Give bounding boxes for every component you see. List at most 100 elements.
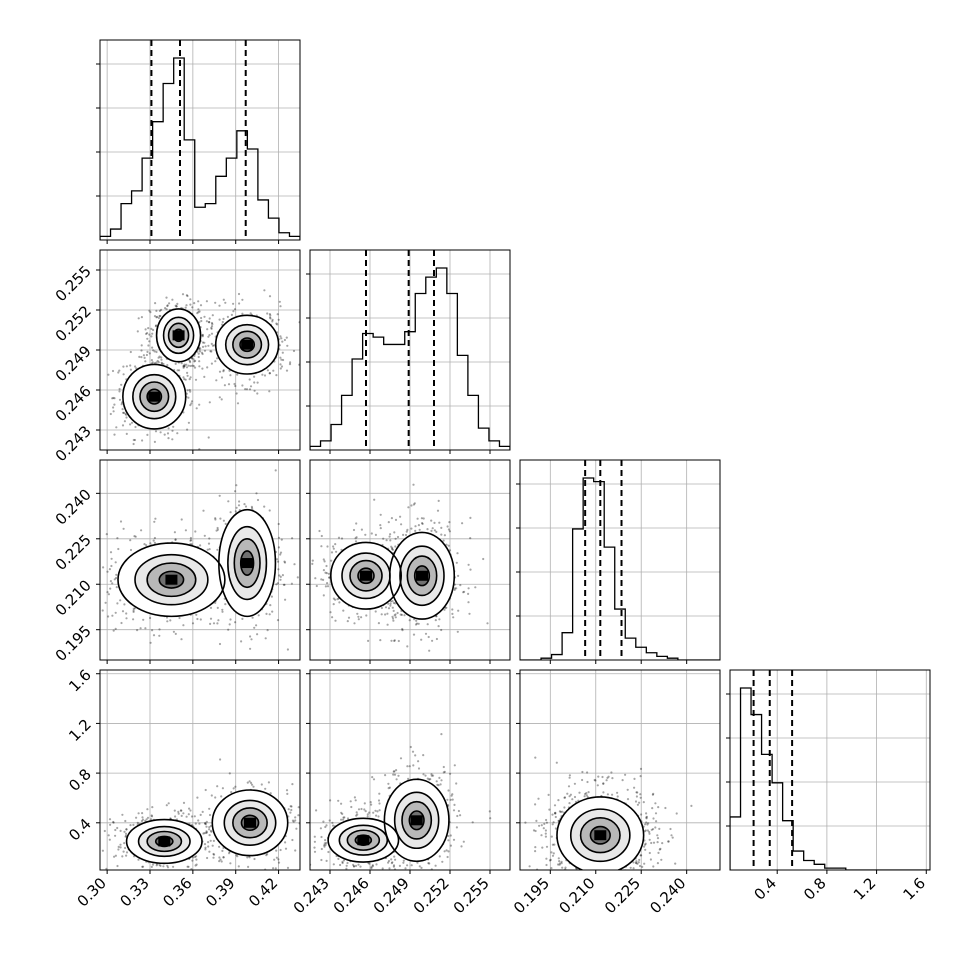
scatter-point <box>222 317 225 320</box>
scatter-point <box>129 539 132 542</box>
density-contour <box>240 814 260 832</box>
scatter-point <box>234 785 237 788</box>
scatter-point <box>324 843 327 847</box>
scatter-point <box>455 561 458 564</box>
scatter-point <box>276 313 279 316</box>
scatter-point <box>217 619 220 622</box>
scatter-point <box>80 606 82 608</box>
scatter-point <box>269 792 272 795</box>
scatter-point <box>280 337 283 340</box>
scatter-point <box>132 610 135 614</box>
scatter-point <box>452 616 455 619</box>
scatter-point <box>112 821 115 824</box>
scatter-point <box>357 863 360 866</box>
scatter-point <box>276 582 279 585</box>
scatter-point <box>268 613 271 616</box>
scatter-point <box>210 362 213 365</box>
scatter-point <box>205 831 208 834</box>
scatter-point <box>243 503 246 506</box>
scatter-point <box>114 611 117 614</box>
scatter-point <box>140 344 143 347</box>
scatter-point <box>212 853 216 856</box>
scatter-point <box>390 517 393 520</box>
density-contour <box>162 316 195 355</box>
scatter-point <box>199 544 202 547</box>
scatter-point <box>200 351 204 354</box>
scatter-point <box>393 531 396 534</box>
scatter-point <box>150 814 153 817</box>
scatter-point <box>185 363 188 366</box>
scatter-point <box>340 537 344 540</box>
scatter-point <box>121 424 125 427</box>
scatter-point <box>205 300 208 303</box>
scatter-point <box>406 864 409 867</box>
scatter-point <box>133 535 136 538</box>
scatter-point <box>375 814 378 817</box>
scatter-point <box>246 856 249 859</box>
scatter-point <box>143 356 146 359</box>
scatter-point <box>136 821 139 824</box>
scatter-point <box>237 504 241 507</box>
scatter-point <box>279 553 282 556</box>
scatter-point <box>364 810 367 813</box>
scatter-point <box>449 772 452 775</box>
scatter-point <box>226 315 229 318</box>
scatter-point <box>116 864 119 868</box>
scatter-point <box>208 813 212 817</box>
scatter-point <box>332 824 335 827</box>
scatter-point <box>253 626 256 629</box>
scatter-panel-3-0: 0.30 0.33 0.36 0.39 0.420.40.81.21.6 <box>65 666 301 910</box>
scatter-point <box>150 335 153 338</box>
scatter-point <box>323 845 326 848</box>
scatter-point <box>180 638 183 641</box>
scatter-point <box>240 640 243 643</box>
scatter-point <box>133 438 137 442</box>
scatter-point <box>194 864 197 867</box>
scatter-point <box>387 521 390 524</box>
scatter-point <box>123 420 126 423</box>
density-contour <box>122 363 187 430</box>
scatter-point <box>115 426 118 429</box>
scatter-point <box>122 850 125 853</box>
scatter-point <box>279 367 282 370</box>
scatter-point <box>222 369 225 372</box>
scatter-point <box>154 517 157 520</box>
scatter-point <box>276 560 280 563</box>
scatter-point <box>173 531 176 534</box>
scatter-point <box>194 822 197 825</box>
scatter-point <box>320 545 323 548</box>
scatter-point <box>426 623 429 626</box>
scatter-point <box>134 425 137 429</box>
scatter-point <box>447 789 450 792</box>
scatter-point <box>204 822 207 825</box>
scatter-point <box>390 862 393 865</box>
scatter-point <box>203 832 206 835</box>
scatter-point <box>457 609 460 612</box>
scatter-point <box>114 561 117 564</box>
scatter-point <box>153 440 156 443</box>
scatter-point <box>233 382 236 386</box>
scatter-point <box>389 539 392 542</box>
scatter-point <box>391 606 394 609</box>
scatter-point <box>176 432 179 435</box>
scatter-point <box>112 396 115 400</box>
scatter-point <box>177 810 180 814</box>
scatter-point <box>203 534 206 537</box>
scatter-point <box>207 542 211 545</box>
scatter-point <box>112 406 115 409</box>
scatter-point <box>288 363 292 366</box>
scatter-point <box>279 551 283 554</box>
scatter-point <box>218 642 222 646</box>
scatter-point <box>443 534 446 537</box>
scatter-point <box>424 632 428 635</box>
scatter-point <box>391 861 394 864</box>
scatter-point <box>337 857 340 861</box>
scatter-point <box>105 867 108 870</box>
scatter-point <box>412 633 416 636</box>
scatter-point <box>166 364 169 367</box>
scatter-point <box>156 315 159 318</box>
scatter-point <box>283 338 286 342</box>
scatter-point <box>430 519 433 522</box>
scatter-point <box>371 876 373 878</box>
scatter-point <box>434 661 436 663</box>
